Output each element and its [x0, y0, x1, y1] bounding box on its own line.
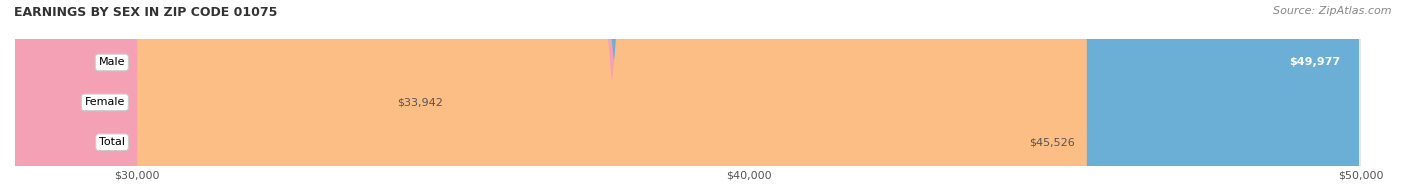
Text: $45,526: $45,526 [1029, 137, 1074, 147]
FancyBboxPatch shape [138, 0, 1361, 196]
Text: Source: ZipAtlas.com: Source: ZipAtlas.com [1274, 6, 1392, 16]
Text: $33,942: $33,942 [396, 97, 443, 107]
Text: Total: Total [98, 137, 125, 147]
FancyBboxPatch shape [138, 0, 1361, 196]
Text: $49,977: $49,977 [1289, 57, 1341, 67]
FancyBboxPatch shape [0, 0, 627, 196]
FancyBboxPatch shape [138, 0, 1360, 196]
Text: Female: Female [84, 97, 125, 107]
FancyBboxPatch shape [138, 0, 1361, 196]
Text: EARNINGS BY SEX IN ZIP CODE 01075: EARNINGS BY SEX IN ZIP CODE 01075 [14, 6, 277, 19]
FancyBboxPatch shape [138, 0, 1087, 196]
Text: Male: Male [98, 57, 125, 67]
